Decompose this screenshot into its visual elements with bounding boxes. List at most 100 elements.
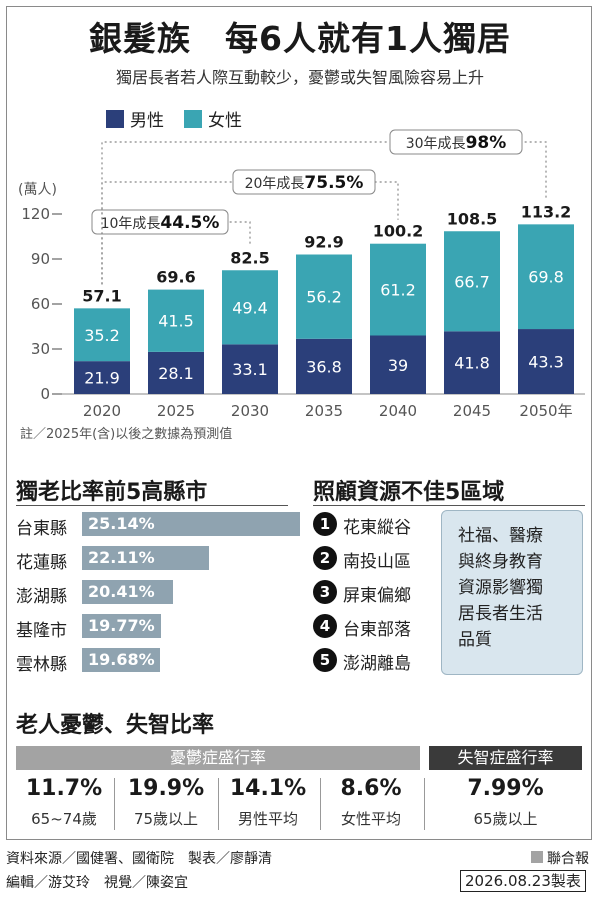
stat-value: 8.6% xyxy=(340,776,402,801)
ranking-value: 19.68% xyxy=(88,650,155,669)
care-area-item: 3 屏東偏鄉 xyxy=(313,580,433,608)
data-label-female: 69.8 xyxy=(528,268,564,287)
care-area-name: 澎湖離島 xyxy=(343,654,411,674)
growth-box xyxy=(232,169,376,195)
data-label-male: 36.8 xyxy=(306,357,342,376)
growth-bracket xyxy=(101,141,547,285)
care-note-box: 社福、醫療 與終身教育 資源影響獨 居長者生活 品質 xyxy=(441,510,583,675)
care-note-line: 品質 xyxy=(458,630,492,650)
bar-female xyxy=(444,231,500,332)
ranking-bar xyxy=(82,580,173,604)
stat-label: 65~74歲 xyxy=(31,810,97,828)
y-axis-label: (萬人) xyxy=(18,182,57,198)
bar-male xyxy=(444,331,500,394)
y-tick-label: 120 xyxy=(21,205,50,223)
data-label-male: 39 xyxy=(388,356,408,375)
care-area-item: 2 南投山區 xyxy=(313,546,433,574)
x-tick-label: 2040 xyxy=(379,402,417,420)
y-tick-label: 60 xyxy=(31,295,50,313)
care-area-name: 花東縱谷 xyxy=(343,518,411,538)
data-label-female: 61.2 xyxy=(380,281,416,300)
growth-annotation: 30年成長98% xyxy=(406,133,507,153)
data-label-male: 33.1 xyxy=(232,360,268,379)
data-label-female: 49.4 xyxy=(232,298,268,317)
x-tick-label: 2020 xyxy=(83,402,121,420)
ranking-county: 基隆市 xyxy=(16,621,67,641)
data-label-female: 35.2 xyxy=(84,326,120,345)
elderly-title: 老人憂鬱、失智比率 xyxy=(16,713,215,738)
x-tick-label: 2030 xyxy=(231,402,269,420)
ranking-row: 澎湖縣 20.41% xyxy=(16,580,296,608)
growth-value: 44.5% xyxy=(160,213,219,233)
care-divider xyxy=(313,505,585,506)
ranking-county: 雲林縣 xyxy=(16,655,67,675)
care-area-item: 1 花東縱谷 xyxy=(313,512,433,540)
bar-male xyxy=(148,351,204,394)
x-tick-label: 2035 xyxy=(305,402,343,420)
bar-female xyxy=(222,270,278,345)
growth-box xyxy=(91,209,229,235)
ranking-county: 花蓮縣 xyxy=(16,553,67,573)
stat-value: 7.99% xyxy=(467,776,544,801)
bar-male xyxy=(370,335,426,394)
stat-label: 65歲以上 xyxy=(473,810,538,828)
care-title: 照顧資源不佳5區域 xyxy=(313,480,505,505)
care-note-line: 與終身教育 xyxy=(458,552,543,572)
stat-divider xyxy=(424,778,425,830)
ranking-bar xyxy=(82,648,160,672)
care-area-name: 台東部落 xyxy=(343,620,411,640)
number-circle-icon: 2 xyxy=(313,546,337,570)
care-note-line: 資源影響獨 xyxy=(458,578,543,598)
data-label-total: 113.2 xyxy=(521,202,572,221)
data-label-total: 82.5 xyxy=(230,248,269,267)
bar-male xyxy=(222,344,278,394)
date-stamp: 2026.08.23製表 xyxy=(460,870,586,892)
stat-value: 19.9% xyxy=(127,776,205,801)
bar-female xyxy=(518,224,574,330)
source-credit: 資料來源／國健署、國衛院 製表／廖靜清 xyxy=(6,851,272,867)
ranking-county: 台東縣 xyxy=(16,519,67,539)
bar-female xyxy=(148,289,204,352)
data-label-total: 92.9 xyxy=(304,233,343,252)
data-label-female: 66.7 xyxy=(454,272,490,291)
growth-value: 98% xyxy=(466,133,507,153)
ranking-value: 19.77% xyxy=(88,616,155,635)
ranking-county: 澎湖縣 xyxy=(16,587,67,607)
growth-annotation: 20年成長75.5% xyxy=(245,173,364,193)
care-note-line: 社福、醫療 xyxy=(458,526,543,546)
growth-value: 75.5% xyxy=(304,173,363,193)
data-label-total: 108.5 xyxy=(447,209,498,228)
care-area-name: 屏東偏鄉 xyxy=(343,586,411,606)
legend-swatch-male xyxy=(106,110,124,128)
data-label-male: 43.3 xyxy=(528,353,564,372)
data-label-total: 57.1 xyxy=(82,286,121,305)
brand-label: 聯合報 xyxy=(547,851,589,867)
editor-credit: 編輯／游艾玲 視覺／陳姿宜 xyxy=(6,875,188,891)
depression-header: 憂鬱症盛行率 xyxy=(16,746,420,770)
care-area-name: 南投山區 xyxy=(343,552,411,572)
growth-label: 30年成長 xyxy=(406,136,466,152)
ranking-bar xyxy=(82,546,209,570)
ranking-title: 獨老比率前5高縣市 xyxy=(16,480,208,505)
ranking-bar xyxy=(82,614,161,638)
ranking-row: 花蓮縣 22.11% xyxy=(16,546,296,574)
data-label-male: 21.9 xyxy=(84,369,120,388)
data-label-female: 41.5 xyxy=(158,312,194,331)
number-circle-icon: 3 xyxy=(313,580,337,604)
ranking-value: 20.41% xyxy=(88,582,155,601)
bar-male xyxy=(518,329,574,394)
chart-note: 註／2025年(含)以後之數據為預測值 xyxy=(20,426,232,442)
stat-label: 75歲以上 xyxy=(133,810,199,828)
x-tick-label: 2045 xyxy=(453,402,491,420)
ranking-row: 基隆市 19.77% xyxy=(16,614,296,642)
ranking-row: 台東縣 25.14% xyxy=(16,512,300,540)
legend-swatch-female xyxy=(184,110,202,128)
number-circle-icon: 1 xyxy=(313,512,337,536)
data-label-female: 56.2 xyxy=(306,288,342,307)
ranking-bar xyxy=(82,512,300,536)
legend-label-male: 男性 xyxy=(130,111,164,131)
infographic-frame xyxy=(6,6,592,840)
bar-male xyxy=(296,338,352,394)
data-label-total: 100.2 xyxy=(373,222,424,241)
ranking-divider xyxy=(16,505,288,506)
